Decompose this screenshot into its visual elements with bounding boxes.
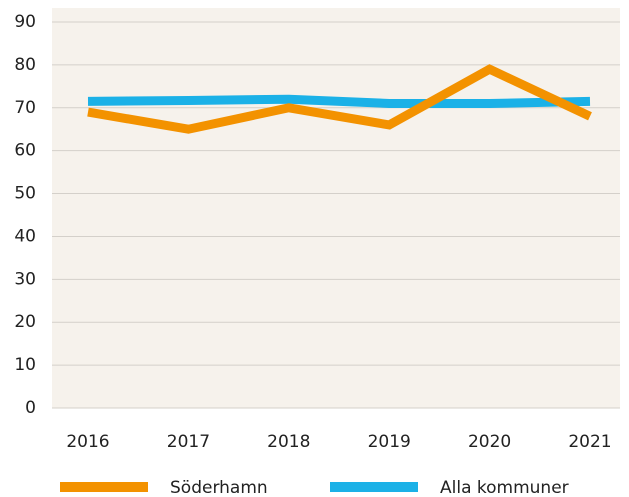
- y-tick-label: 40: [14, 226, 36, 246]
- y-tick-label: 90: [14, 12, 36, 32]
- y-tick-label: 0: [25, 398, 36, 418]
- y-tick-label: 30: [14, 269, 36, 289]
- legend-label: Alla kommuner: [440, 478, 569, 497]
- series-line: [87, 64, 592, 134]
- y-tick-label: 80: [14, 55, 36, 75]
- x-tick-label: 2017: [167, 432, 210, 452]
- legend-label: Söderhamn: [170, 478, 268, 497]
- plot-background: [52, 8, 620, 408]
- series-line: [87, 94, 591, 108]
- x-tick-label: 2019: [368, 432, 411, 452]
- y-tick-label: 70: [14, 98, 36, 118]
- y-tick-label: 10: [14, 355, 36, 375]
- legend-swatch: [60, 482, 148, 492]
- x-tick-label: 2016: [66, 432, 109, 452]
- x-tick-label: 2020: [468, 432, 511, 452]
- y-tick-label: 60: [14, 141, 36, 161]
- y-tick-label: 20: [14, 312, 36, 332]
- x-tick-label: 2021: [568, 432, 611, 452]
- legend-swatch: [330, 482, 418, 492]
- y-tick-label: 50: [14, 184, 36, 204]
- x-tick-label: 2018: [267, 432, 310, 452]
